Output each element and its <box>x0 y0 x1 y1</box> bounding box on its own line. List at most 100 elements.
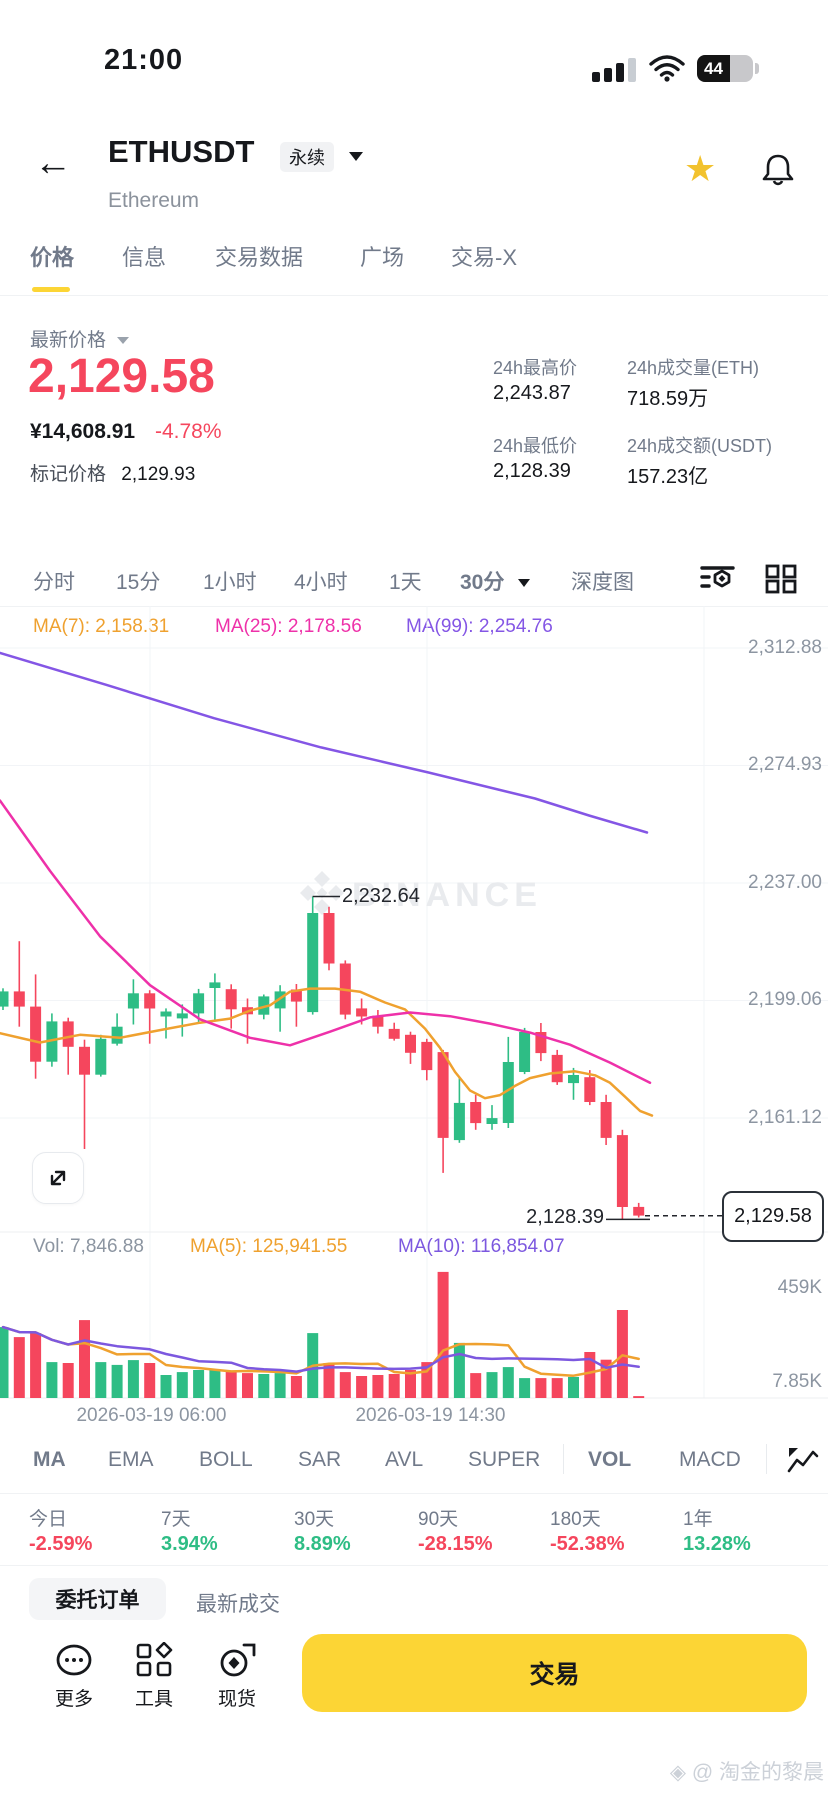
tab-trading-data[interactable]: 交易数据 <box>215 245 304 270</box>
tab-trade-x[interactable]: 交易-X <box>451 245 518 270</box>
fiat-price-row: ¥14,608.91 -4.78% <box>30 420 222 444</box>
back-button[interactable]: ← <box>34 142 72 184</box>
symbol-title: ETHUSDT <box>108 134 255 169</box>
fiat-price: ¥14,608.91 <box>30 420 136 443</box>
stat-low-value: 2,128.39 <box>493 460 571 482</box>
perf-value-180d: -52.38% <box>550 1533 625 1555</box>
indicator-ma[interactable]: MA <box>33 1448 66 1471</box>
mark-price: 2,129.93 <box>121 464 196 485</box>
stat-volume-value: 718.59万 <box>627 388 709 410</box>
candlestick-chart[interactable]: BINANCE <box>0 600 828 1440</box>
divider <box>0 295 828 296</box>
indicator-boll[interactable]: BOLL <box>199 1448 253 1471</box>
perf-value-today: -2.59% <box>29 1533 93 1555</box>
battery-percent: 44 <box>697 55 730 82</box>
divider <box>563 1444 564 1474</box>
timeframe-active-30m[interactable]: 30分 <box>460 566 531 596</box>
tab-open-orders[interactable]: 委托订单 <box>29 1578 166 1620</box>
vol-label: Vol: 7,846.88 <box>33 1236 144 1257</box>
contract-type-badge[interactable]: 永续 <box>280 142 334 172</box>
price-axis-label: 2,237.00 <box>748 872 822 893</box>
more-icon[interactable] <box>52 1642 96 1680</box>
vol-axis-min-label: 7.85K <box>772 1371 822 1392</box>
indicator-settings-icon[interactable] <box>700 562 736 596</box>
stat-high-value: 2,243.87 <box>493 382 571 404</box>
svg-text:BINANCE: BINANCE <box>352 876 542 914</box>
stat-volume-label: 24h成交量(ETH) <box>627 358 760 378</box>
vol-axis-max-label: 459K <box>777 1277 822 1298</box>
timeframe-1h[interactable]: 1小时 <box>203 571 257 594</box>
tools-icon[interactable] <box>135 1642 175 1680</box>
indicator-ema[interactable]: EMA <box>108 1448 154 1471</box>
change-percent: -4.78% <box>154 420 222 443</box>
depth-chart-button[interactable]: 深度图 <box>571 571 634 594</box>
credit-logo-icon: ◈ <box>669 1761 686 1784</box>
indicator-sar[interactable]: SAR <box>298 1448 342 1471</box>
price-axis-label: 2,199.06 <box>748 989 822 1010</box>
symbol-subtitle: Ethereum <box>108 189 200 212</box>
tab-recent-trades[interactable]: 最新成交 <box>196 1593 280 1616</box>
spot-label[interactable]: 现货 <box>217 1689 256 1710</box>
cellular-signal-icon <box>592 56 638 82</box>
credit-text: @ 淘金的黎晨 <box>691 1761 824 1784</box>
perf-label-1y: 1年 <box>683 1509 713 1530</box>
divider <box>0 606 828 607</box>
timeframe-minute[interactable]: 分时 <box>33 571 75 594</box>
stat-high-label: 24h最高价 <box>493 358 578 378</box>
indicator-super[interactable]: SUPER <box>468 1448 541 1471</box>
spot-icon[interactable] <box>218 1642 258 1680</box>
expand-chart-button[interactable] <box>32 1152 84 1204</box>
vol-ma10-label: MA(10): 116,854.07 <box>398 1236 565 1257</box>
indicator-macd[interactable]: MACD <box>679 1448 741 1471</box>
indicator-avl[interactable]: AVL <box>385 1448 424 1471</box>
price-axis-label: 2,274.93 <box>748 754 822 775</box>
x-axis-label-0600: 2026-03-19 06:00 <box>76 1405 227 1426</box>
last-price: 2,129.58 <box>28 350 215 403</box>
low-price-annotation: 2,128.39 <box>526 1206 604 1228</box>
timeframe-1d[interactable]: 1天 <box>389 571 422 594</box>
tab-info[interactable]: 信息 <box>122 245 167 270</box>
active-tab-underline <box>32 287 70 292</box>
price-axis-label: 2,161.12 <box>748 1107 822 1128</box>
indicator-vol[interactable]: VOL <box>588 1448 632 1471</box>
perf-label-today: 今日 <box>29 1509 68 1530</box>
ma7-label: MA(7): 2,158.31 <box>33 616 170 637</box>
perf-value-90d: -28.15% <box>418 1533 493 1555</box>
timeframe-4h[interactable]: 4小时 <box>294 571 348 594</box>
divider <box>0 1565 828 1566</box>
high-price-annotation: 2,232.64 <box>342 885 420 907</box>
notifications-bell-icon[interactable] <box>758 150 798 190</box>
timeframe-15m[interactable]: 15分 <box>116 571 161 594</box>
favorite-star-icon[interactable]: ★ <box>684 148 717 189</box>
perf-value-7d: 3.94% <box>161 1533 218 1555</box>
perf-value-1y: 13.28% <box>683 1533 751 1555</box>
perf-label-180d: 180天 <box>550 1509 601 1530</box>
tab-square[interactable]: 广场 <box>360 245 405 270</box>
x-axis-label-1430: 2026-03-19 14:30 <box>355 1405 506 1426</box>
price-axis-label: 2,312.88 <box>748 637 822 658</box>
chart-style-icon[interactable] <box>786 1445 820 1477</box>
price-dropdown-caret-icon <box>117 337 130 345</box>
layout-grid-icon[interactable] <box>765 564 797 594</box>
tab-price[interactable]: 价格 <box>30 245 75 270</box>
perf-value-30d: 8.89% <box>294 1533 351 1555</box>
perf-label-7d: 7天 <box>161 1509 191 1530</box>
more-label[interactable]: 更多 <box>54 1689 93 1710</box>
divider <box>766 1444 767 1474</box>
ma99-label: MA(99): 2,254.76 <box>406 616 553 637</box>
tools-label[interactable]: 工具 <box>134 1689 173 1710</box>
stat-low-label: 24h最低价 <box>493 436 578 456</box>
credit-watermark: ◈ @ 淘金的黎晨 <box>500 1756 824 1786</box>
perf-label-90d: 90天 <box>418 1509 459 1530</box>
ma25-label: MA(25): 2,178.56 <box>215 616 362 637</box>
timeframe-caret-icon <box>518 579 531 588</box>
mark-price-row: 标记价格 2,129.93 <box>30 459 195 486</box>
symbol-dropdown-caret-icon[interactable] <box>349 152 363 161</box>
last-price-label[interactable]: 最新价格 <box>30 325 130 352</box>
divider <box>0 1493 828 1494</box>
trade-button[interactable]: 交易 <box>302 1634 807 1712</box>
wifi-icon <box>648 54 686 82</box>
mark-price-label: 标记价格 <box>30 464 107 485</box>
last-price-badge: 2,129.58 <box>722 1191 824 1242</box>
